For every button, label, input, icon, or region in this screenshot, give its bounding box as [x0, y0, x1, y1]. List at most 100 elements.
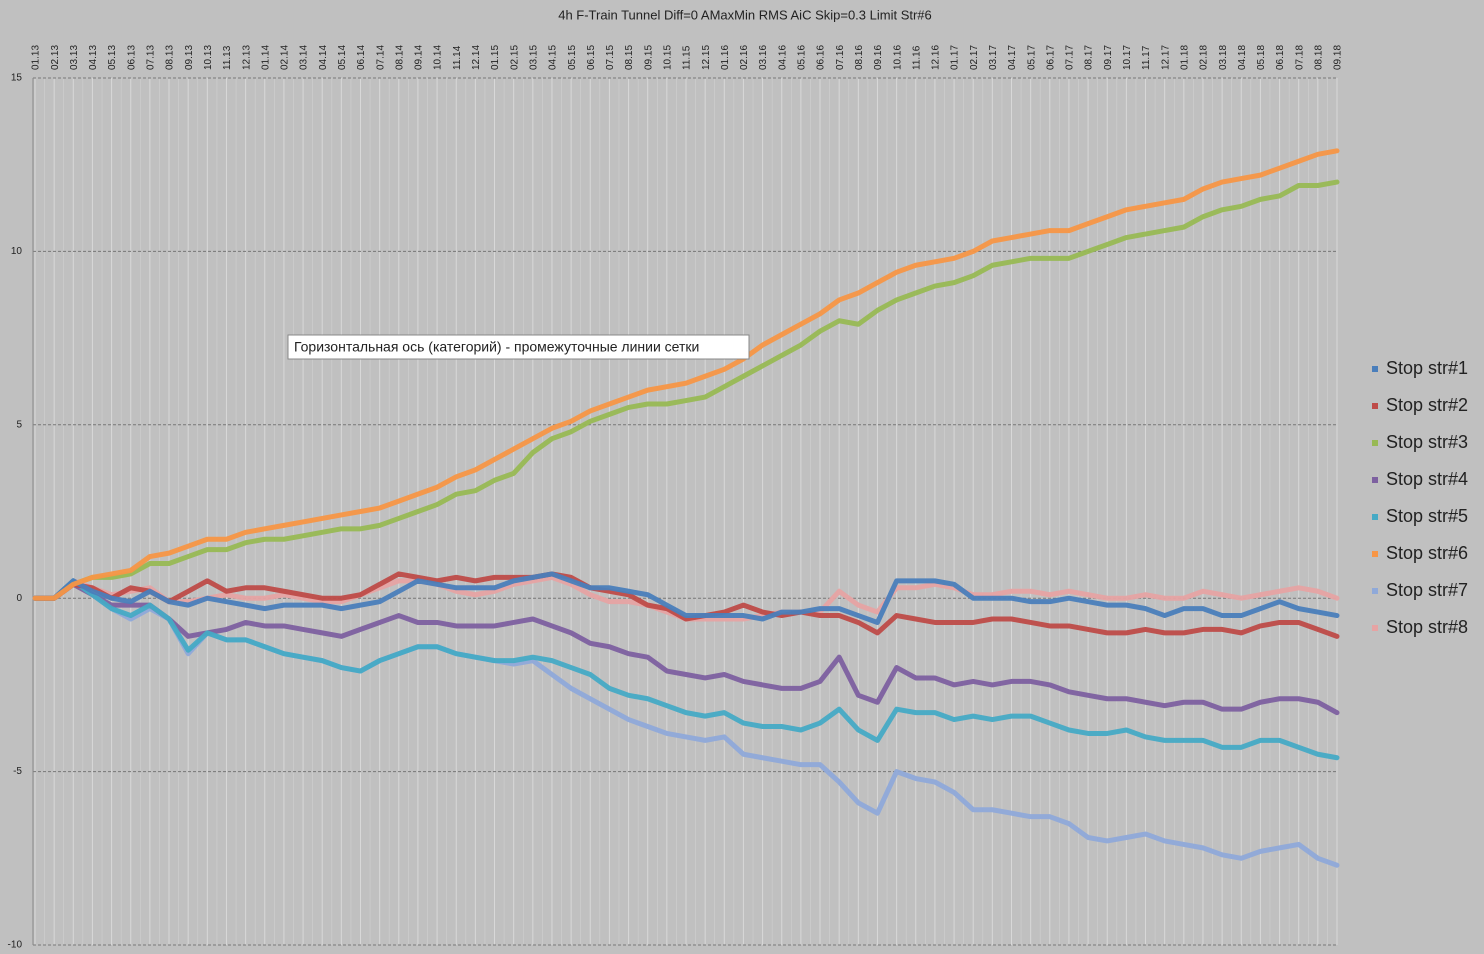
x-tick-label: 04.13 [88, 45, 99, 70]
tooltip-text: Горизонтальная ось (категорий) - промежу… [294, 339, 699, 355]
x-tick-label: 10.17 [1122, 45, 1133, 70]
x-tick-label: 07.14 [375, 45, 386, 70]
x-tick-label: 05.13 [107, 45, 118, 70]
x-tick-label: 11.17 [1141, 45, 1152, 70]
x-tick-label: 03.16 [758, 45, 769, 70]
x-tick-label: 04.18 [1237, 45, 1248, 70]
x-tick-label: 08.16 [854, 45, 865, 70]
x-tick-label: 06.18 [1275, 45, 1286, 70]
legend-label: Stop str#3 [1386, 432, 1468, 452]
x-tick-label: 07.13 [146, 45, 157, 70]
x-tick-label: 09.16 [873, 45, 884, 70]
tooltip-box [287, 334, 750, 360]
legend-marker [1372, 403, 1378, 409]
x-tick-label: 01.15 [490, 45, 501, 70]
x-tick-label: 09.15 [643, 45, 654, 70]
x-tick-label: 02.13 [50, 45, 61, 70]
x-tick-label: 09.14 [414, 45, 425, 70]
x-tick-label: 04.15 [548, 45, 559, 70]
tooltip: Горизонтальная ось (категорий) - промежу… [287, 334, 750, 360]
x-tick-label: 01.13 [31, 45, 42, 70]
x-tick-label: 06.15 [586, 45, 597, 70]
y-tick-label: -10 [8, 940, 23, 951]
legend-marker [1372, 588, 1378, 594]
x-tick-label: 11.16 [911, 45, 922, 70]
x-tick-label: 02.17 [969, 45, 980, 70]
legend: Stop str#1 Stop str#2 Stop str#3 Stop str#4… [1372, 358, 1468, 637]
legend-marker [1372, 551, 1378, 557]
x-tick-label: 10.16 [892, 45, 903, 70]
x-tick-label: 01.14 [260, 45, 271, 70]
x-tick-label: 10.13 [203, 45, 214, 70]
x-tick-label: 06.13 [126, 45, 137, 70]
x-tick-label: 05.16 [797, 45, 808, 70]
x-tick-label: 12.15 [701, 45, 712, 70]
x-tick-label: 07.17 [1065, 45, 1076, 70]
legend-label: Stop str#6 [1386, 543, 1468, 563]
x-tick-label: 01.18 [1179, 45, 1190, 70]
x-tick-label: 10.15 [662, 45, 673, 70]
legend-label: Stop str#7 [1386, 580, 1468, 600]
x-tick-label: 05.18 [1256, 45, 1267, 70]
legend-marker [1372, 625, 1378, 631]
x-tick-label: 06.17 [1045, 45, 1056, 70]
y-tick-label: 10 [11, 246, 23, 257]
x-tick-label: 08.18 [1313, 45, 1324, 70]
x-tick-label: 08.14 [394, 45, 405, 70]
legend-label: Stop str#4 [1386, 469, 1468, 489]
series-line [32, 148, 1340, 601]
x-tick-label: 02.14 [280, 45, 291, 70]
plot-area [32, 148, 1340, 868]
x-tick-label: 03.13 [69, 45, 80, 70]
y-tick-label: -5 [13, 766, 22, 777]
series-line [32, 179, 1340, 601]
x-tick-label: 02.16 [739, 45, 750, 70]
x-tick-label: 01.17 [950, 45, 961, 70]
x-tick-label: 06.14 [356, 45, 367, 70]
legend-label: Stop str#8 [1386, 617, 1468, 637]
x-tick-label: 04.16 [777, 45, 788, 70]
x-tick-label: 04.17 [1007, 45, 1018, 70]
legend-marker [1372, 366, 1378, 372]
x-tick-label: 02.18 [1199, 45, 1210, 70]
x-tick-label: 05.17 [1026, 45, 1037, 70]
x-tick-label: 02.15 [509, 45, 520, 70]
y-tick-label: 0 [16, 593, 22, 604]
x-tick-label: 08.17 [1084, 45, 1095, 70]
series-line [32, 571, 1340, 625]
x-tick-label: 07.18 [1294, 45, 1305, 70]
x-tick-label: 11.15 [682, 45, 693, 70]
legend-marker [1372, 477, 1378, 483]
series-line [32, 578, 1340, 761]
x-tick-label: 12.16 [931, 45, 942, 70]
y-tick-label: 5 [16, 419, 22, 430]
x-tick-label: 11.14 [452, 45, 463, 70]
x-tick-label: 12.14 [471, 45, 482, 70]
x-tick-label: 03.18 [1218, 45, 1229, 70]
x-tick-label: 01.16 [720, 45, 731, 70]
legend-marker [1372, 514, 1378, 520]
x-tick-label: 07.15 [605, 45, 616, 70]
x-tick-label: 07.16 [835, 45, 846, 70]
x-tick-label: 04.14 [318, 45, 329, 70]
x-tick-label: 10.14 [433, 45, 444, 70]
series-line [32, 571, 1340, 639]
x-tick-label: 12.13 [241, 45, 252, 70]
legend-label: Stop str#2 [1386, 395, 1468, 415]
x-tick-label: 08.13 [165, 45, 176, 70]
x-tick-label: 09.17 [1103, 45, 1114, 70]
x-tick-label: 05.14 [337, 45, 348, 70]
x-tick-label: 03.15 [528, 45, 539, 70]
x-tick-label: 08.15 [624, 45, 635, 70]
legend-label: Stop str#1 [1386, 358, 1468, 378]
x-tick-label: 06.16 [816, 45, 827, 70]
x-tick-label: 03.14 [299, 45, 310, 70]
y-tick-label: 15 [11, 73, 23, 84]
legend-marker [1372, 440, 1378, 446]
legend-label: Stop str#5 [1386, 506, 1468, 526]
x-tick-label: 12.17 [1160, 45, 1171, 70]
grid: 01.13 02.13 03.13 04.13 05.13 06.13 07.13 08.13… [8, 45, 1344, 951]
x-tick-label: 09.18 [1333, 45, 1344, 70]
x-tick-label: 11.13 [222, 45, 233, 70]
